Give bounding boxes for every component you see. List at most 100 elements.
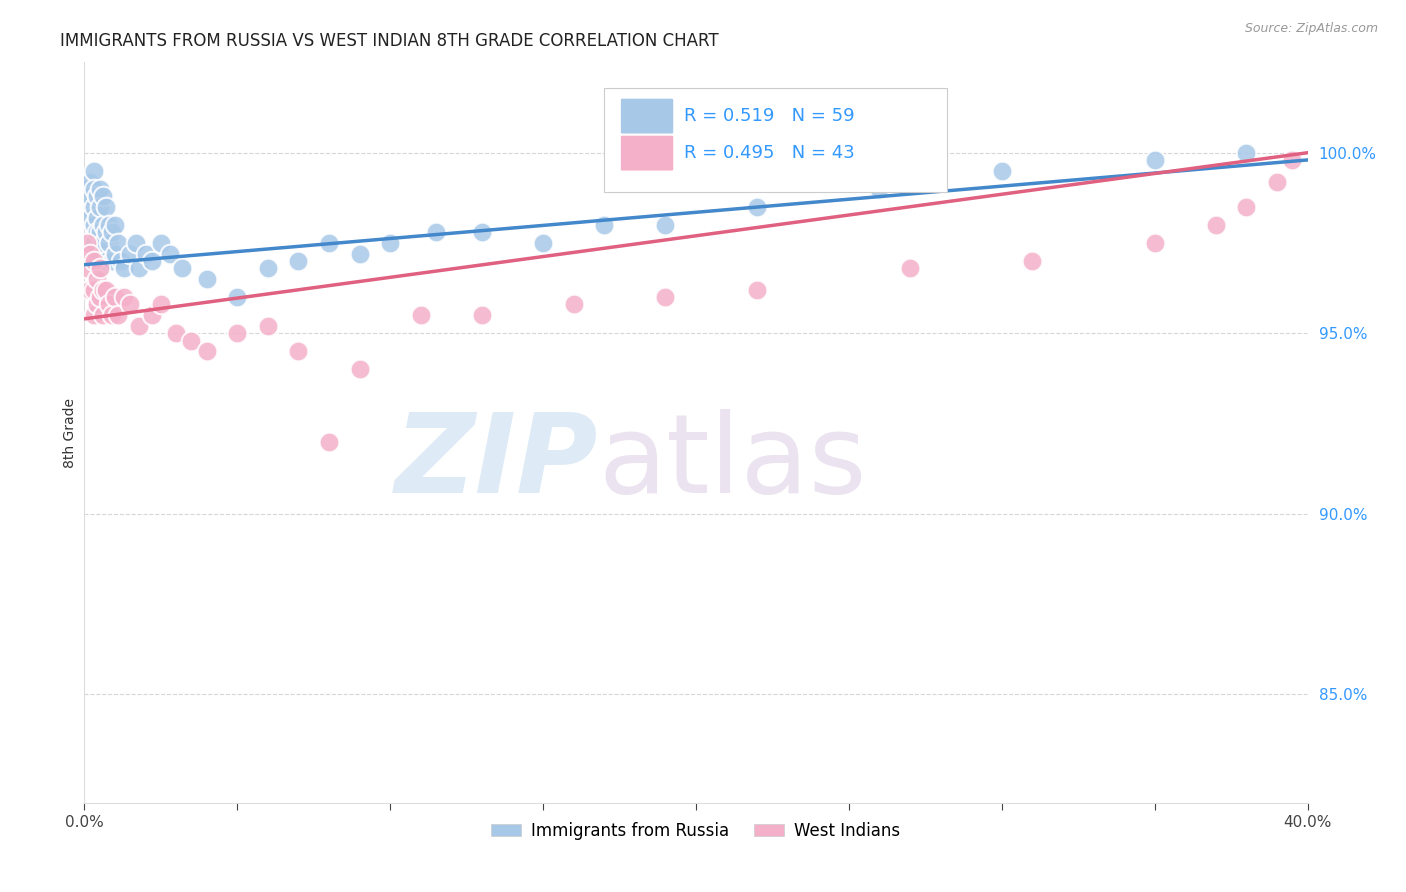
Text: R = 0.495   N = 43: R = 0.495 N = 43: [683, 144, 855, 161]
Point: [107, 235, 129, 250]
Point: [1021, 254, 1043, 268]
Point: [120, 247, 142, 261]
Point: [318, 235, 340, 250]
Text: IMMIGRANTS FROM RUSSIA VS WEST INDIAN 8TH GRADE CORRELATION CHART: IMMIGRANTS FROM RUSSIA VS WEST INDIAN 8T…: [60, 32, 718, 50]
Point: [195, 344, 218, 359]
Point: [83, 218, 105, 232]
Point: [172, 261, 194, 276]
Point: [79, 283, 101, 297]
Text: R = 0.519   N = 59: R = 0.519 N = 59: [683, 107, 855, 125]
Point: [83, 163, 105, 178]
Point: [409, 308, 432, 322]
Point: [89, 225, 111, 239]
Point: [471, 225, 494, 239]
FancyBboxPatch shape: [620, 135, 673, 171]
Point: [79, 247, 101, 261]
Point: [97, 297, 120, 311]
Point: [97, 235, 120, 250]
Point: [104, 290, 127, 304]
Point: [91, 283, 114, 297]
Point: [593, 218, 616, 232]
Point: [76, 235, 98, 250]
Point: [101, 225, 124, 239]
Point: [135, 247, 157, 261]
Point: [1236, 200, 1258, 214]
Point: [898, 261, 921, 276]
FancyBboxPatch shape: [605, 88, 946, 192]
Point: [101, 254, 124, 268]
Point: [86, 272, 108, 286]
Point: [86, 225, 108, 239]
Point: [747, 200, 769, 214]
Point: [89, 182, 111, 196]
Point: [83, 254, 105, 268]
Point: [76, 200, 98, 214]
Point: [94, 200, 117, 214]
Point: [83, 182, 105, 196]
Point: [287, 254, 309, 268]
Point: [128, 261, 150, 276]
Point: [89, 200, 111, 214]
Point: [112, 290, 135, 304]
Point: [425, 225, 447, 239]
Point: [83, 308, 105, 322]
Point: [349, 362, 371, 376]
Point: [89, 290, 111, 304]
Point: [91, 308, 114, 322]
Point: [94, 283, 117, 297]
Point: [125, 235, 148, 250]
Point: [141, 308, 163, 322]
Point: [89, 247, 111, 261]
Point: [83, 200, 105, 214]
Point: [195, 272, 218, 286]
Point: [89, 261, 111, 276]
Point: [91, 235, 114, 250]
Point: [562, 297, 585, 311]
Point: [471, 308, 494, 322]
Point: [165, 326, 187, 341]
Point: [318, 434, 340, 449]
Point: [104, 218, 127, 232]
Point: [91, 189, 114, 203]
Point: [226, 290, 249, 304]
Point: [257, 319, 280, 334]
Point: [79, 175, 101, 189]
Point: [91, 218, 114, 232]
FancyBboxPatch shape: [620, 98, 673, 135]
Point: [531, 235, 554, 250]
Point: [654, 290, 676, 304]
Point: [86, 247, 108, 261]
Point: [141, 254, 163, 268]
Text: ZIP: ZIP: [395, 409, 598, 516]
Point: [76, 261, 98, 276]
Text: atlas: atlas: [598, 409, 866, 516]
Point: [83, 283, 105, 297]
Point: [869, 182, 891, 196]
Point: [120, 297, 142, 311]
Point: [747, 283, 769, 297]
Point: [86, 189, 108, 203]
Point: [112, 261, 135, 276]
Text: Source: ZipAtlas.com: Source: ZipAtlas.com: [1244, 22, 1378, 36]
Point: [380, 235, 402, 250]
Point: [257, 261, 280, 276]
Point: [89, 261, 111, 276]
Point: [149, 297, 172, 311]
Point: [991, 163, 1014, 178]
Point: [104, 247, 127, 261]
Point: [1205, 218, 1227, 232]
Y-axis label: 8th Grade: 8th Grade: [63, 398, 77, 467]
Point: [226, 326, 249, 341]
Point: [287, 344, 309, 359]
Point: [1143, 235, 1166, 250]
Point: [1281, 153, 1303, 167]
Point: [654, 218, 676, 232]
Point: [97, 218, 120, 232]
Point: [110, 254, 132, 268]
Legend: Immigrants from Russia, West Indians: Immigrants from Russia, West Indians: [485, 815, 907, 847]
Point: [128, 319, 150, 334]
Point: [180, 334, 202, 348]
Point: [1236, 145, 1258, 160]
Point: [349, 247, 371, 261]
Point: [94, 225, 117, 239]
